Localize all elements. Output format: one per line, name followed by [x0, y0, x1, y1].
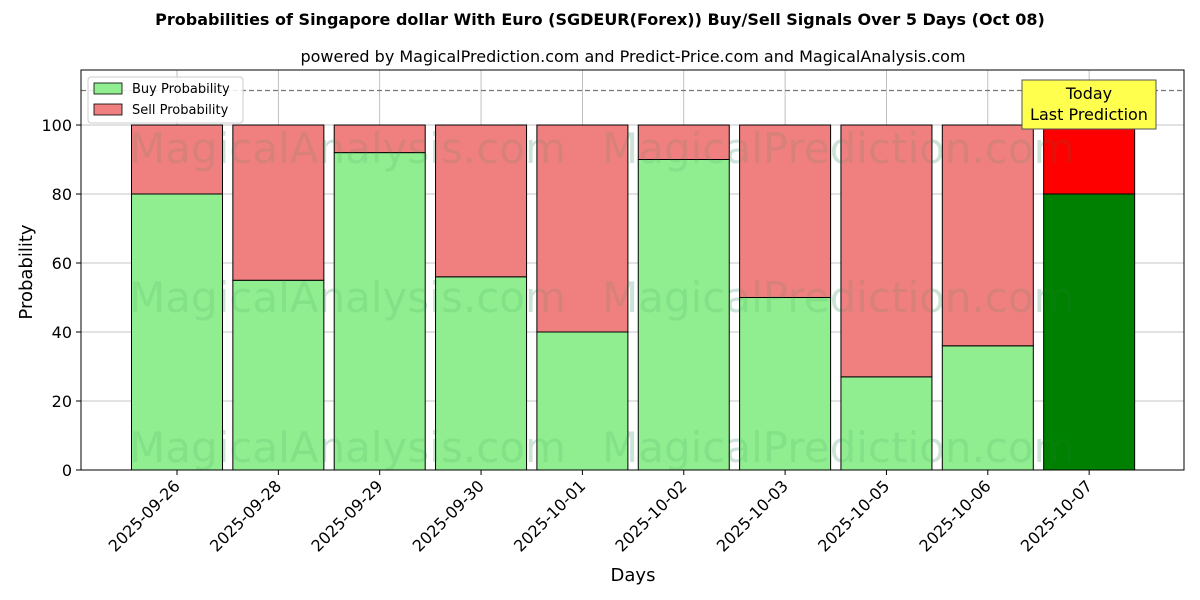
annotation-line-2: Last Prediction — [1030, 105, 1148, 124]
bar-buy-2025-10-05 — [840, 376, 933, 471]
bars-layer: MagicalAnalysis.com MagicalPrediction.com… — [129, 124, 1136, 472]
bar-buy-2025-10-03 — [739, 297, 832, 471]
watermark-overlay: MagicalPrediction.com — [602, 124, 1075, 173]
today-annotation: Today Last Prediction — [1021, 79, 1157, 130]
bar-buy-2025-09-29 — [333, 152, 426, 471]
bar-buy-2025-10-01 — [536, 331, 629, 471]
bar-sell-2025-10-06 — [941, 124, 1034, 347]
legend-box — [87, 76, 244, 124]
y-tick-label: 100 — [41, 116, 72, 135]
chart-subtitle: powered by MagicalPrediction.com and Pre… — [300, 47, 965, 66]
watermark-overlay: MagicalAnalysis.com — [129, 124, 566, 173]
bar-sell-2025-09-29 — [333, 124, 426, 154]
legend-swatch-sell — [93, 103, 123, 116]
bar-buy-2025-10-06 — [941, 345, 1034, 471]
y-tick-label: 60 — [52, 254, 72, 273]
y-tick-label: 40 — [52, 323, 72, 342]
bar-buy-2025-09-30 — [435, 276, 528, 471]
legend: Buy Probability Sell Probability — [87, 76, 244, 124]
bar-sell-2025-10-02 — [637, 124, 730, 160]
chart-title: Probabilities of Singapore dollar With E… — [155, 10, 1045, 29]
bar-sell-2025-10-03 — [739, 124, 832, 298]
watermark-overlay: MagicalPrediction.com — [602, 273, 1075, 322]
y-tick-label: 0 — [62, 461, 72, 480]
y-tick-label: 20 — [52, 392, 72, 411]
watermark-overlay: MagicalAnalysis.com — [129, 273, 566, 322]
annotation-box — [1021, 79, 1157, 130]
y-axis-label: Probability — [16, 224, 37, 319]
watermark-overlay: MagicalPrediction.com — [602, 423, 1075, 472]
plot-frame — [80, 69, 1185, 471]
bar-sell-2025-09-30 — [435, 124, 528, 278]
legend-label-buy: Buy Probability — [132, 82, 230, 97]
bar-buy-2025-09-28 — [232, 279, 325, 471]
bar-buy-2025-09-26 — [131, 193, 223, 471]
legend-label-sell: Sell Probability — [132, 103, 229, 118]
x-axis-label: Days — [611, 565, 656, 586]
bar-sell-2025-09-26 — [131, 124, 223, 195]
bar-sell-2025-09-28 — [232, 124, 325, 281]
bar-sell-2025-10-01 — [536, 124, 629, 333]
bar-sell-2025-10-05 — [840, 124, 933, 378]
annotation-line-1: Today — [1065, 84, 1112, 103]
legend-swatch-buy — [93, 82, 123, 95]
watermark-overlay: MagicalAnalysis.com — [129, 423, 566, 472]
bar-buy-2025-10-02 — [637, 159, 730, 471]
y-axis: 0 20 40 60 80 100 — [41, 116, 81, 480]
y-tick-label: 80 — [52, 185, 72, 204]
